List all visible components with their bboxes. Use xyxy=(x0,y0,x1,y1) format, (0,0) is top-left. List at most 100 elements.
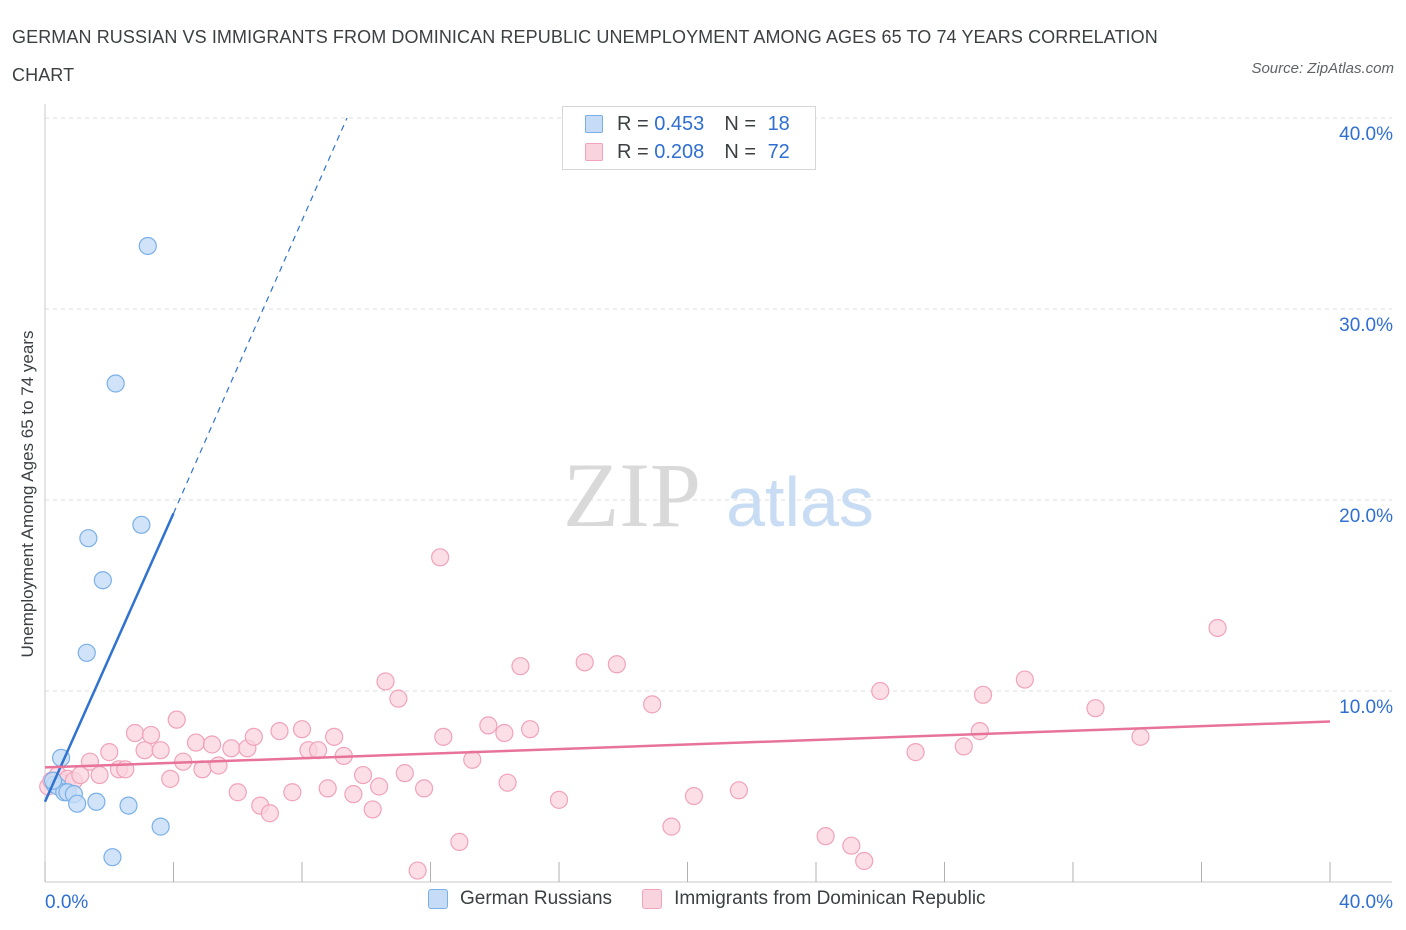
trendline-german-russians xyxy=(43,512,175,803)
data-point-dominican xyxy=(498,773,517,792)
data-point-dominican xyxy=(662,817,681,836)
data-point-dominican xyxy=(408,861,427,880)
data-point-dominican xyxy=(643,695,662,714)
data-point-german-russian xyxy=(77,643,96,662)
legend-swatch-pink xyxy=(585,143,603,161)
data-point-german-russian xyxy=(119,796,138,815)
legend-swatch-pink xyxy=(642,889,663,909)
data-point-dominican xyxy=(193,760,212,779)
trendline-german-russians-extension xyxy=(172,117,348,514)
series-legend: German Russians Immigrants from Dominica… xyxy=(428,888,1016,910)
data-point-dominican xyxy=(479,716,498,735)
legend-n-label: N = xyxy=(724,113,756,135)
data-point-dominican xyxy=(363,800,382,819)
data-point-german-russian xyxy=(132,515,151,534)
data-point-dominican xyxy=(353,765,373,785)
data-point-dominican xyxy=(202,735,222,754)
data-point-dominican xyxy=(549,790,569,809)
data-point-german-russian xyxy=(138,236,157,256)
axes xyxy=(44,104,1392,883)
data-point-dominican xyxy=(344,785,363,804)
legend-series-name: German Russians xyxy=(460,888,613,909)
legend-row-german-russians: R = 0.453 N = 18 xyxy=(585,112,790,136)
data-point-dominican xyxy=(463,750,482,769)
trendline-dominican xyxy=(44,720,1331,769)
source-label: Source: ZipAtlas.com xyxy=(1251,60,1394,77)
data-point-german-russian xyxy=(106,374,125,393)
tick-labels: 10.0% 20.0% 30.0% 40.0% 0.0% 40.0% xyxy=(45,124,1393,913)
data-point-german-russian xyxy=(103,848,122,867)
data-point-dominican xyxy=(1208,618,1227,638)
data-point-dominican xyxy=(954,737,973,756)
data-point-dominican xyxy=(228,783,247,802)
legend-swatch-blue xyxy=(428,889,448,909)
y-tick-label: 30.0% xyxy=(1339,315,1393,336)
data-point-german-russian xyxy=(87,792,106,811)
data-point-dominican xyxy=(855,851,874,871)
legend-series-name: Immigrants from Dominican Republic xyxy=(674,888,986,909)
legend-r-value: 0.208 xyxy=(654,141,705,163)
data-point-dominican xyxy=(244,727,263,746)
legend-n-value: 72 xyxy=(767,141,790,163)
data-point-dominican xyxy=(511,657,530,676)
x-tick-label: 40.0% xyxy=(1339,892,1393,913)
y-tick-label: 20.0% xyxy=(1339,506,1393,527)
correlation-legend: R = 0.453 N = 18 R = 0.208 N = 72 xyxy=(562,106,816,170)
data-point-dominican xyxy=(370,777,389,796)
data-point-dominican xyxy=(376,672,395,691)
data-point-dominican xyxy=(816,827,835,846)
legend-row-dominican: R = 0.208 N = 72 xyxy=(585,140,790,164)
data-point-german-russian xyxy=(151,817,170,836)
gridlines xyxy=(45,117,1392,692)
legend-item-dominican: Immigrants from Dominican Republic xyxy=(642,888,986,910)
data-point-dominican xyxy=(186,733,206,752)
data-point-dominican xyxy=(450,832,469,851)
data-point-dominican xyxy=(260,804,279,823)
trend-lines xyxy=(43,117,1331,803)
data-point-dominican xyxy=(871,681,890,701)
data-point-dominican xyxy=(431,548,450,567)
series-dominican-points xyxy=(39,548,1227,880)
legend-item-german-russians: German Russians xyxy=(428,888,612,910)
data-point-dominican xyxy=(283,783,302,802)
legend-swatch-blue xyxy=(585,115,603,133)
legend-r-label: R = xyxy=(617,141,649,163)
data-point-dominican xyxy=(1131,727,1150,746)
legend-r-value: 0.453 xyxy=(654,113,705,135)
data-point-dominican xyxy=(325,727,344,746)
data-point-dominican xyxy=(222,739,241,758)
data-point-dominican xyxy=(1015,670,1034,689)
data-point-dominican xyxy=(292,720,312,739)
legend-n-label: N = xyxy=(724,141,756,163)
legend-n-value: 18 xyxy=(767,113,790,135)
data-point-dominican xyxy=(906,743,925,762)
data-point-german-russian xyxy=(93,571,112,590)
data-point-dominican xyxy=(842,836,861,855)
data-point-dominican xyxy=(141,725,161,745)
data-point-dominican xyxy=(395,764,414,783)
data-point-dominican xyxy=(161,769,180,788)
data-point-dominican xyxy=(135,741,154,760)
y-tick-label: 40.0% xyxy=(1339,124,1393,145)
data-point-dominican xyxy=(607,655,626,674)
data-point-dominican xyxy=(684,786,704,806)
data-point-dominican xyxy=(318,779,337,798)
data-point-dominican xyxy=(100,743,119,762)
data-point-dominican xyxy=(414,779,434,798)
data-point-dominican xyxy=(308,741,328,760)
data-point-dominican xyxy=(167,710,186,729)
data-point-dominican xyxy=(495,723,514,743)
x-tick-label: 0.0% xyxy=(45,892,88,913)
watermark-atlas: atlas xyxy=(726,463,874,541)
chart-title: GERMAN RUSSIAN VS IMMIGRANTS FROM DOMINI… xyxy=(12,27,1158,85)
data-point-german-russian xyxy=(79,529,98,548)
data-point-german-russian xyxy=(68,794,87,813)
data-point-dominican xyxy=(90,765,109,785)
data-point-dominican xyxy=(434,727,453,746)
data-point-dominican xyxy=(151,741,170,760)
watermark-zip: ZIP xyxy=(563,444,701,546)
data-point-dominican xyxy=(270,722,289,741)
data-point-dominican xyxy=(575,653,594,672)
data-point-dominican xyxy=(389,689,408,708)
data-point-dominican xyxy=(973,685,993,704)
